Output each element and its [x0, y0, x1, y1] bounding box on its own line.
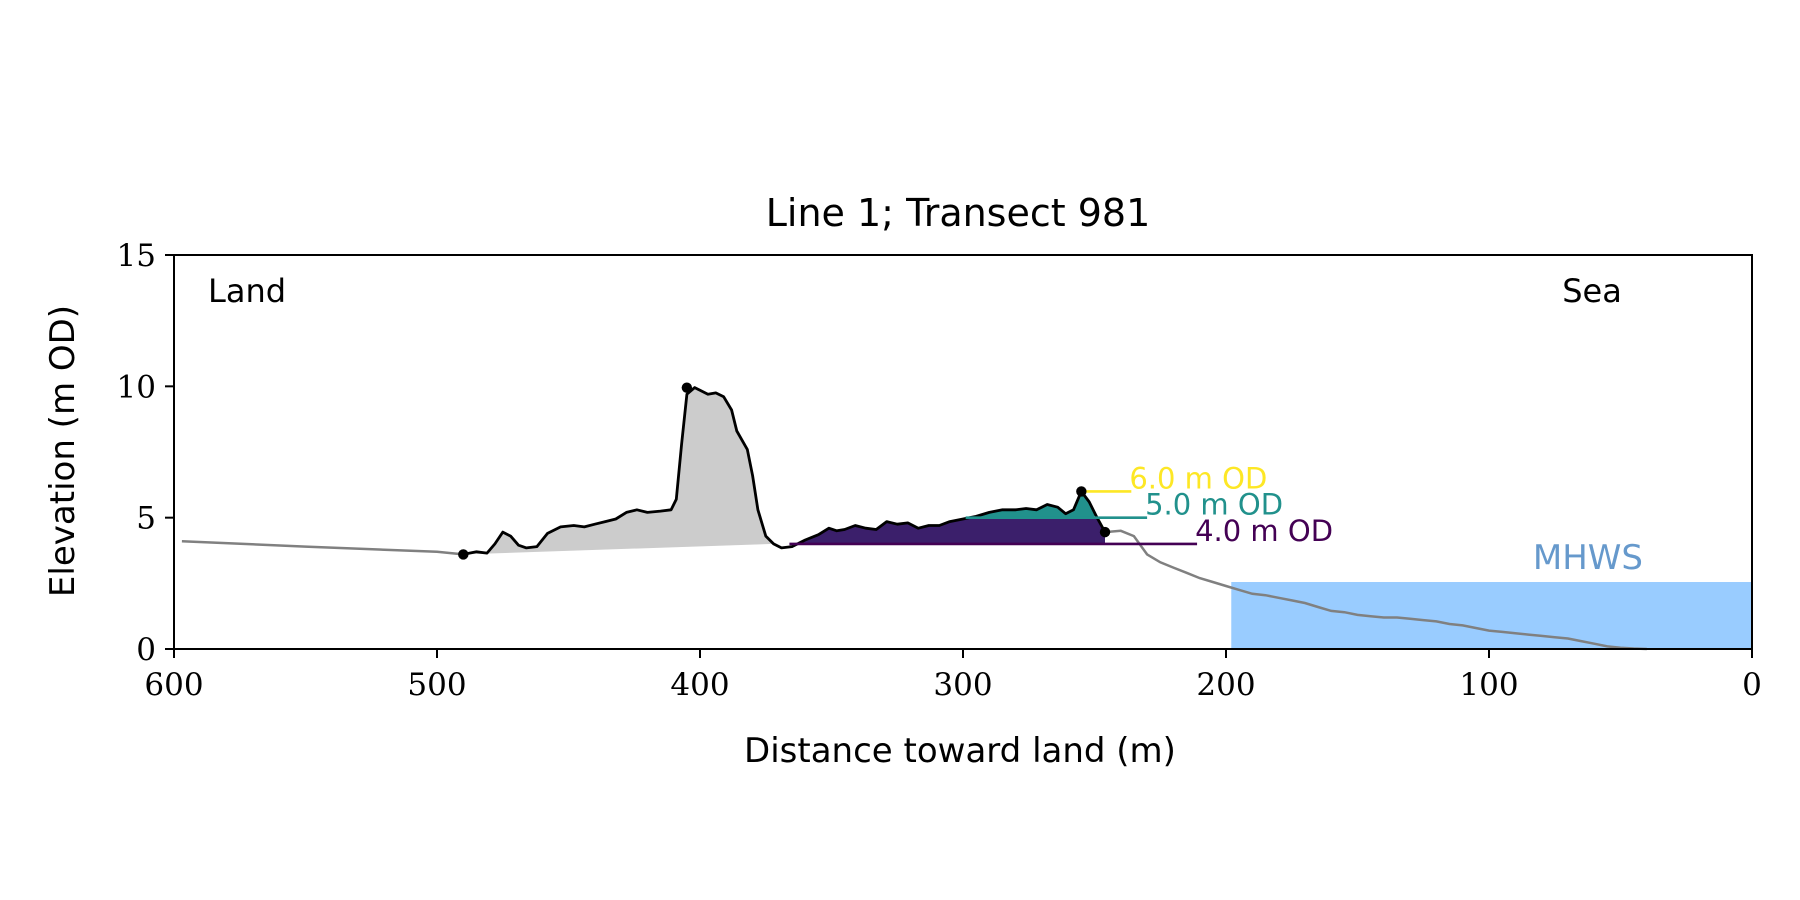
x-tick-label: 0: [1742, 667, 1762, 703]
y-tick-label: 5: [136, 501, 156, 537]
x-tick-label: 300: [933, 667, 992, 703]
x-tick-label: 500: [407, 667, 466, 703]
y-axis-label: Elevation (m OD): [43, 305, 83, 597]
profile-marker-4: [1099, 526, 1111, 538]
x-tick-label: 100: [1459, 667, 1518, 703]
x-tick-label: 200: [1196, 667, 1255, 703]
level-label-5: 5.0 m OD: [1145, 488, 1283, 522]
chart-labels: Line 1; Transect 981 Land Sea Distance t…: [43, 191, 1622, 771]
mhws-label: MHWS: [1533, 538, 1643, 578]
dune-fill: [463, 387, 774, 555]
y-tick-label: 15: [117, 238, 156, 274]
profile-outer-left: [181, 540, 464, 556]
profile-marker-2: [681, 382, 693, 393]
annotation-sea: Sea: [1562, 272, 1622, 310]
x-tick-label: 400: [670, 667, 729, 703]
x-axis-label: Distance toward land (m): [744, 731, 1176, 771]
profile-marker-3: [1076, 486, 1087, 497]
level-4-fill: [799, 517, 1105, 544]
annotation-land: Land: [208, 272, 286, 310]
chart-title: Line 1; Transect 981: [766, 191, 1151, 235]
profile-marker-1: [458, 549, 469, 560]
y-tick-label: 0: [136, 632, 156, 668]
level-label-6: 6.0 m OD: [1129, 461, 1267, 495]
profile-outer-right: [1104, 529, 1647, 651]
level-label-4: 4.0 m OD: [1195, 514, 1333, 548]
x-tick-label: 600: [144, 667, 203, 703]
y-tick-label: 10: [117, 369, 156, 405]
mhws-fill: [1231, 582, 1752, 649]
profile-active: [463, 386, 1107, 556]
